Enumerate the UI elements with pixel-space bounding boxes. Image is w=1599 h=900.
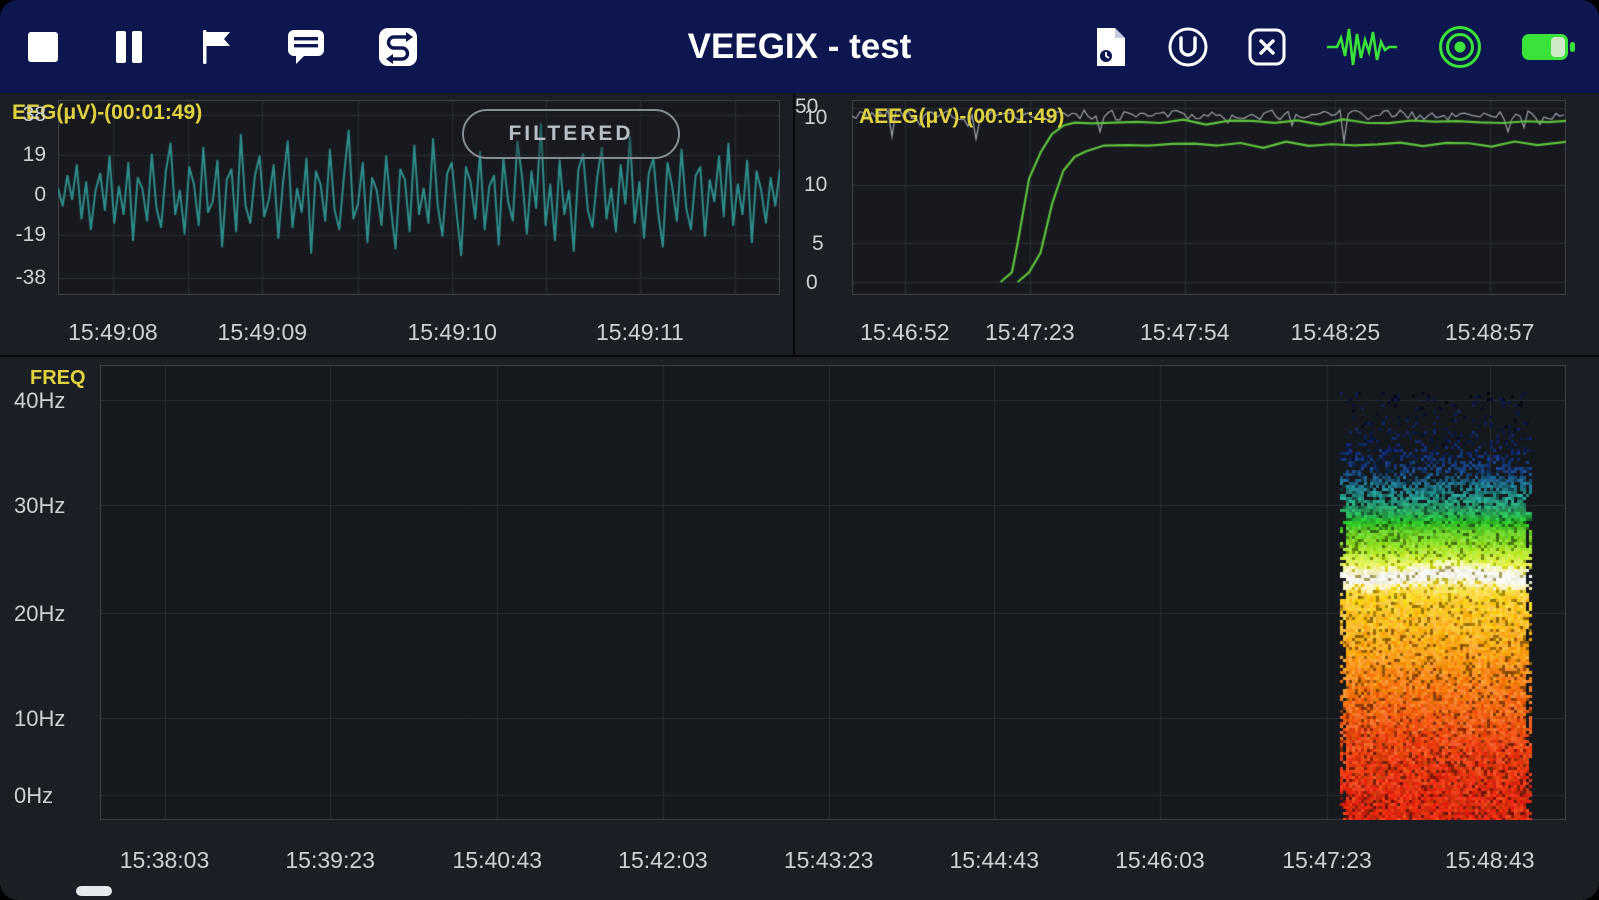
comment-button[interactable] <box>286 28 326 66</box>
aeeg-x-tick-label: 15:48:57 <box>1444 319 1535 345</box>
aeeg-y-tick-label: 50 <box>795 95 819 118</box>
aeeg-x-tick-label: 15:46:52 <box>860 319 950 345</box>
aeeg-title: AEEG(μV)-(00:01:49) <box>859 105 1065 128</box>
eeg-y-tick-label: -38 <box>15 266 46 289</box>
eeg-x-tick-label: 15:49:11 <box>596 319 684 345</box>
aeeg-x-tick-label: 15:47:23 <box>985 319 1075 345</box>
aeeg-x-tick-label: 15:48:25 <box>1290 319 1381 345</box>
flag-button[interactable] <box>198 28 234 66</box>
flag-icon <box>203 29 230 64</box>
freq-x-tick-label: 15:42:03 <box>618 847 708 873</box>
toolbar-left-group <box>26 0 418 93</box>
comment-icon <box>288 29 324 64</box>
eeg-y-tick-label: -19 <box>15 223 46 246</box>
stop-button[interactable] <box>26 30 60 64</box>
freq-x-tick-label: 15:40:43 <box>452 847 543 873</box>
panel-divider-vertical <box>793 93 795 355</box>
freq-x-tick-label: 15:44:43 <box>949 847 1040 873</box>
aeeg-chart[interactable] <box>852 100 1566 295</box>
freq-y-tick-label: 0Hz <box>14 783 54 808</box>
freq-title: FREQ <box>30 367 86 389</box>
eeg-y-tick-label: 0 <box>34 183 46 206</box>
freq-spectrogram-chart[interactable] <box>100 365 1566 820</box>
stop-icon <box>28 31 58 62</box>
freq-y-tick-label: 20Hz <box>14 601 66 626</box>
pause-button[interactable] <box>112 29 146 65</box>
close-box-icon <box>1248 28 1286 65</box>
app-title: VEEGIX - test <box>687 26 912 66</box>
eeg-title: EEG(μV)-(00:01:49) <box>12 101 203 124</box>
aeeg-panel: AEEG(μV)-(00:01:49) 15:46:52 15:47:23 15:4… <box>795 93 1599 355</box>
battery-icon <box>1522 33 1575 60</box>
toolbar: VEEGIX - test <box>0 0 1599 93</box>
file-clock-button[interactable] <box>1093 26 1129 68</box>
toolbar-right-group <box>1093 0 1577 93</box>
eeg-x-tick-label: 15:49:10 <box>407 319 497 345</box>
aeeg-y-tick-label: 10 <box>804 173 828 196</box>
eeg-y-tick-label: 19 <box>22 143 46 166</box>
freq-y-tick-label: 10Hz <box>14 706 66 731</box>
freq-x-tick-label: 15:43:23 <box>783 847 874 873</box>
pause-icon <box>116 30 142 63</box>
freq-y-tick-label: 30Hz <box>14 493 66 518</box>
freq-panel: FREQ 15:38:03 15:39:23 15:40:43 15:42:03 15:… <box>0 357 1599 900</box>
swap-button[interactable] <box>378 27 418 67</box>
eeg-x-tick-label: 15:49:09 <box>217 319 308 345</box>
waveform-icon <box>1327 28 1397 65</box>
aeeg-y-tick-label: 5 <box>812 232 824 255</box>
aeeg-y-tick-label: 0 <box>806 271 818 294</box>
freq-x-tick-label: 15:48:43 <box>1445 847 1535 873</box>
eeg-y-tick-label: 38 <box>22 103 46 126</box>
swap-icon <box>379 27 417 66</box>
eeg-panel: EEG(μV)-(00:01:49) FILTERED 15:49:08 15:4… <box>0 93 793 355</box>
panel-divider-horizontal <box>0 355 1599 357</box>
file-clock-icon <box>1097 27 1125 66</box>
broadcast-icon <box>1439 25 1481 68</box>
broadcast-button[interactable] <box>1437 24 1483 70</box>
freq-x-tick-label: 15:47:23 <box>1282 847 1372 873</box>
freq-y-tick-label: 40Hz <box>14 388 66 413</box>
freq-x-tick-label: 15:38:03 <box>119 847 210 873</box>
filtered-button[interactable]: FILTERED <box>462 109 680 159</box>
u-circle-button[interactable] <box>1167 26 1209 68</box>
aeeg-x-tick-label: 15:47:54 <box>1139 319 1230 345</box>
u-circle-icon <box>1168 27 1208 66</box>
freq-x-tick-label: 15:46:03 <box>1115 847 1205 873</box>
aeeg-y-tick-label: 10 <box>804 106 828 129</box>
waveform-button[interactable] <box>1325 25 1399 69</box>
freq-x-tick-label: 15:39:23 <box>285 847 375 873</box>
eeg-x-tick-label: 15:49:08 <box>68 319 158 345</box>
home-indicator <box>76 886 112 896</box>
battery-button[interactable] <box>1521 30 1577 64</box>
close-box-button[interactable] <box>1247 27 1287 67</box>
